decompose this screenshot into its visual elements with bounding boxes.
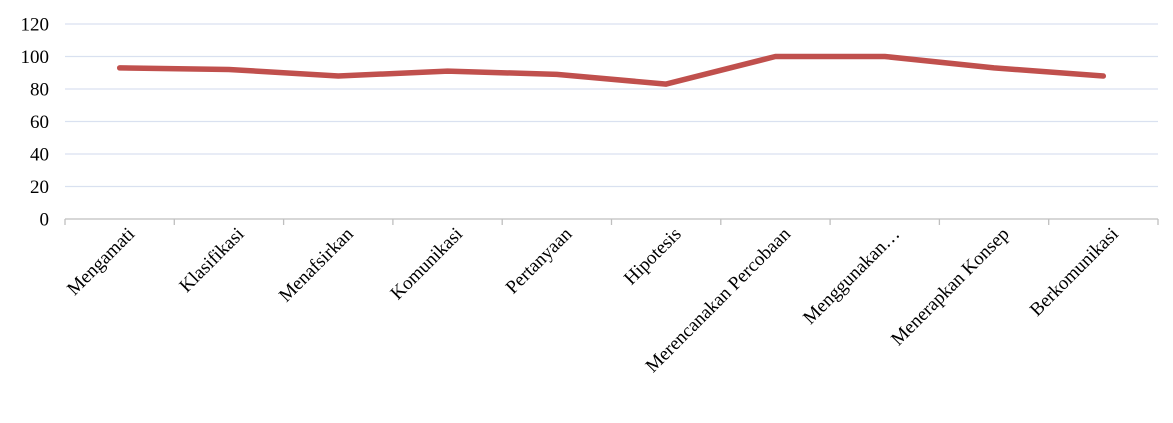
y-tick-label: 20 xyxy=(30,177,49,198)
x-category-label: Komunikasi xyxy=(387,224,468,305)
x-category-label: Klasifikasi xyxy=(175,224,248,297)
x-category-label: Pertanyaan xyxy=(502,223,577,298)
x-axis xyxy=(64,218,1159,225)
x-category-label: Berkomunikasi xyxy=(1026,224,1123,321)
x-axis-category-labels: Mengamati Klasifikasi Menafsirkan Komunikas… xyxy=(63,223,1123,377)
y-tick-label: 60 xyxy=(30,112,49,133)
series-group xyxy=(116,53,1107,87)
x-category-label: Mengamati xyxy=(63,224,139,300)
y-tick-label: 80 xyxy=(30,80,49,101)
y-tick-label: 0 xyxy=(40,210,50,231)
x-category-label: Menggunakan… xyxy=(799,224,904,329)
y-tick-label: 120 xyxy=(21,15,50,36)
x-category-label: Menafsirkan xyxy=(275,223,358,306)
y-tick-label: 40 xyxy=(30,145,49,166)
y-axis-tick-labels: 0 20 40 60 80 100 120 xyxy=(21,15,50,231)
x-category-label: Menerapkan Konsep xyxy=(887,224,1013,350)
y-tick-label: 100 xyxy=(21,47,50,68)
gridlines xyxy=(65,23,1158,188)
x-category-label: Hipotesis xyxy=(620,224,686,290)
series-line xyxy=(116,53,1107,87)
